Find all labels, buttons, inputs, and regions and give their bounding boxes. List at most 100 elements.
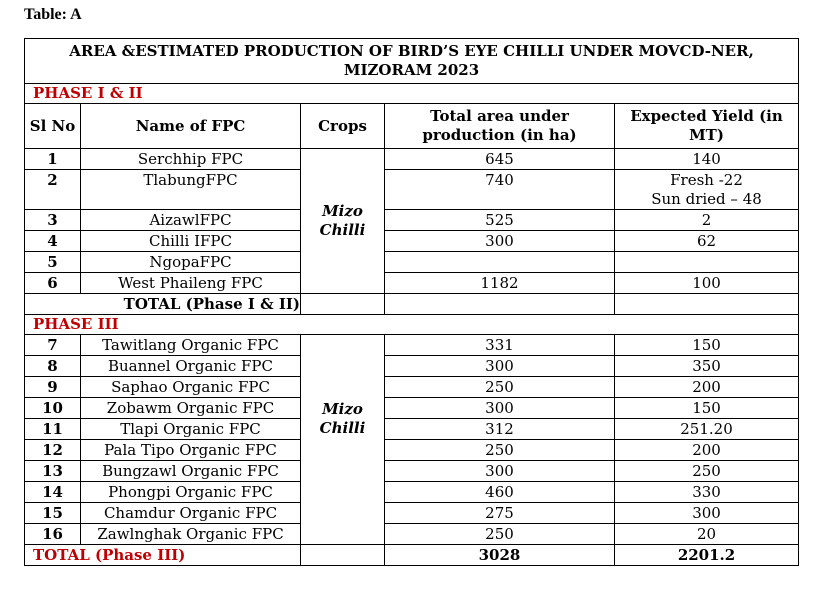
crop-line-2: Chilli bbox=[319, 221, 366, 239]
yield-sun-dried: Sun dried – 48 bbox=[651, 189, 762, 208]
row-fpc-name: Zobawm Organic FPC bbox=[80, 397, 301, 419]
row-fpc-name: Phongpi Organic FPC bbox=[80, 481, 301, 503]
row-sl: 5 bbox=[24, 251, 81, 273]
row-sl: 16 bbox=[24, 523, 81, 545]
row-sl: 7 bbox=[24, 334, 81, 356]
table-row: 6 West Phaileng FPC 1182 100 bbox=[24, 272, 800, 294]
row-area: 312 bbox=[384, 418, 615, 440]
header-yield: Expected Yield (in MT) bbox=[613, 103, 800, 149]
row-fpc-name: Pala Tipo Organic FPC bbox=[80, 439, 301, 461]
row-yield: 200 bbox=[613, 439, 800, 461]
row-sl: 9 bbox=[24, 376, 81, 398]
crop-line-1: Mizo bbox=[322, 399, 363, 418]
row-area: 300 bbox=[384, 355, 615, 377]
table-row: 12 Pala Tipo Organic FPC 250 200 bbox=[24, 439, 800, 461]
crop-empty bbox=[300, 502, 385, 524]
yield-fresh: Fresh -22 bbox=[670, 170, 743, 189]
phase-1-2-label: PHASE I & II bbox=[23, 83, 800, 104]
row-area: 275 bbox=[384, 502, 615, 524]
row-area: 250 bbox=[384, 523, 615, 545]
row-sl: 3 bbox=[24, 209, 81, 231]
total-label-phase-3: TOTAL (Phase III) bbox=[24, 544, 301, 566]
table-row: 4 Chilli IFPC 300 62 bbox=[24, 230, 800, 252]
row-sl: 11 bbox=[24, 418, 81, 440]
table-row: 16 Zawlnghak Organic FPC 250 20 bbox=[24, 523, 800, 545]
row-yield: 251.20 bbox=[613, 418, 800, 440]
phase-1-2-crop: Mizo Chilli bbox=[300, 148, 385, 294]
phase-3-crop: Mizo Chilli bbox=[300, 334, 385, 503]
row-fpc-name: Serchhip FPC bbox=[80, 148, 301, 170]
header-row: Sl No Name of FPC Crops Total area under… bbox=[24, 103, 800, 149]
row-area: 300 bbox=[384, 397, 615, 419]
header-sl: Sl No bbox=[24, 103, 81, 149]
table-title: AREA &ESTIMATED PRODUCTION OF BIRD’S EYE… bbox=[23, 38, 800, 84]
total-crop-empty bbox=[300, 293, 385, 315]
row-area: 740 bbox=[384, 169, 615, 210]
total-row-phase-3: TOTAL (Phase III) 3028 2201.2 bbox=[24, 544, 800, 566]
row-area: 460 bbox=[384, 481, 615, 503]
row-area: 300 bbox=[384, 460, 615, 482]
row-area: 250 bbox=[384, 376, 615, 398]
row-fpc-name: TlabungFPC bbox=[80, 169, 301, 210]
total-yield-phase-3: 2201.2 bbox=[613, 544, 800, 566]
table-row: 1 Serchhip FPC Mizo Chilli 645 140 bbox=[24, 148, 800, 294]
table-row: 2 TlabungFPC 740 Fresh -22 Sun dried – 4… bbox=[24, 169, 800, 210]
row-yield: 250 bbox=[613, 460, 800, 482]
crop-line-1: Mizo bbox=[322, 202, 363, 220]
total-label-phase-1-2: TOTAL (Phase I & II) bbox=[24, 293, 301, 315]
row-fpc-name: Zawlnghak Organic FPC bbox=[80, 523, 301, 545]
row-yield: 62 bbox=[613, 230, 800, 252]
row-fpc-name: NgopaFPC bbox=[80, 251, 301, 273]
row-yield: Fresh -22 Sun dried – 48 bbox=[613, 169, 800, 210]
table-row: 3 AizawlFPC 525 2 bbox=[24, 209, 800, 231]
row-fpc-name: Chamdur Organic FPC bbox=[80, 502, 301, 524]
row-fpc-name: Tawitlang Organic FPC bbox=[80, 334, 301, 356]
row-yield: 100 bbox=[613, 272, 800, 294]
table-row: 11 Tlapi Organic FPC 312 251.20 bbox=[24, 418, 800, 440]
table-row: 5 NgopaFPC bbox=[24, 251, 800, 273]
row-sl: 15 bbox=[24, 502, 81, 524]
header-area: Total area under production (in ha) bbox=[384, 103, 615, 149]
row-yield: 300 bbox=[613, 502, 800, 524]
row-yield: 2 bbox=[613, 209, 800, 231]
row-sl: 1 bbox=[24, 148, 81, 170]
row-yield: 150 bbox=[613, 397, 800, 419]
header-name: Name of FPC bbox=[80, 103, 301, 149]
row-area: 645 bbox=[384, 148, 615, 170]
row-yield: 200 bbox=[613, 376, 800, 398]
row-area: 525 bbox=[384, 209, 615, 231]
table-row: 8 Buannel Organic FPC 300 350 bbox=[24, 355, 800, 377]
row-area: 1182 bbox=[384, 272, 615, 294]
row-fpc-name: Chilli IFPC bbox=[80, 230, 301, 252]
row-yield: 140 bbox=[613, 148, 800, 170]
row-area: 331 bbox=[384, 334, 615, 356]
total-row-phase-1-2: TOTAL (Phase I & II) bbox=[24, 293, 800, 315]
row-fpc-name: Buannel Organic FPC bbox=[80, 355, 301, 377]
row-sl: 2 bbox=[24, 169, 81, 210]
row-area bbox=[384, 251, 615, 273]
table-row: 14 Phongpi Organic FPC 460 330 bbox=[24, 481, 800, 503]
row-area: 250 bbox=[384, 439, 615, 461]
table-row: 9 Saphao Organic FPC 250 200 bbox=[24, 376, 800, 398]
crop-empty bbox=[300, 523, 385, 545]
header-crops: Crops bbox=[300, 103, 385, 149]
row-yield: 150 bbox=[613, 334, 800, 356]
row-yield: 350 bbox=[613, 355, 800, 377]
table-caption: Table: A bbox=[24, 6, 82, 23]
row-sl: 14 bbox=[24, 481, 81, 503]
row-yield bbox=[613, 251, 800, 273]
total-yield-empty bbox=[613, 293, 800, 315]
crop-line-2: Chilli bbox=[319, 418, 366, 437]
table-row: 10 Zobawm Organic FPC 300 150 bbox=[24, 397, 800, 419]
total-crop-empty bbox=[300, 544, 385, 566]
row-fpc-name: West Phaileng FPC bbox=[80, 272, 301, 294]
row-fpc-name: AizawlFPC bbox=[80, 209, 301, 231]
total-area-empty bbox=[384, 293, 615, 315]
row-sl: 12 bbox=[24, 439, 81, 461]
row-sl: 10 bbox=[24, 397, 81, 419]
chilli-production-table: AREA &ESTIMATED PRODUCTION OF BIRD’S EYE… bbox=[23, 38, 800, 566]
table-row: 7 Tawitlang Organic FPC Mizo Chilli 331 … bbox=[24, 334, 800, 503]
phase-3-label: PHASE III bbox=[23, 314, 800, 335]
row-area: 300 bbox=[384, 230, 615, 252]
row-sl: 4 bbox=[24, 230, 81, 252]
